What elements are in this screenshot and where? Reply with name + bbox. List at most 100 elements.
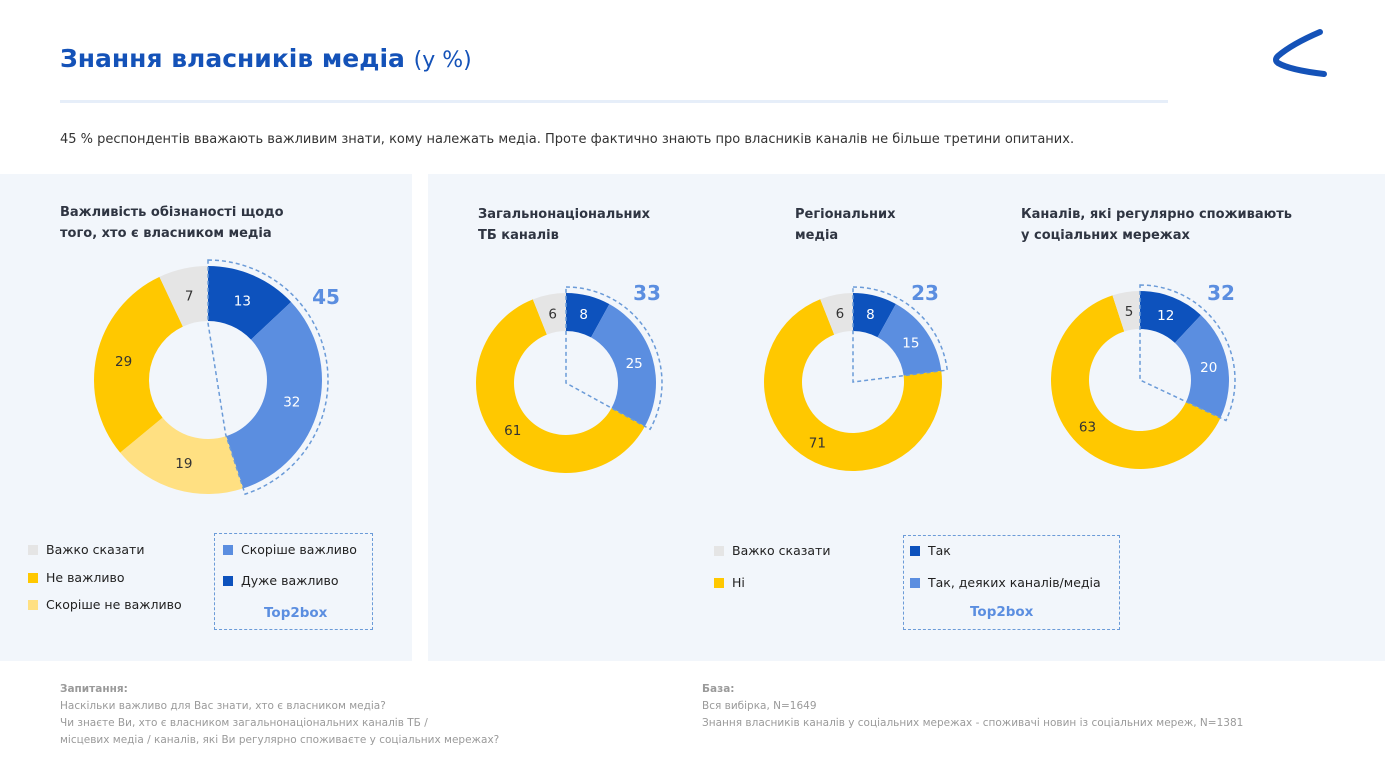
legend-swatch	[910, 545, 920, 556]
donut-slice	[877, 304, 942, 376]
chart-title-line: медіа	[795, 228, 839, 243]
legend-item: Важко сказати	[714, 543, 830, 558]
legend-swatch	[714, 545, 724, 556]
top2box-frame	[214, 533, 373, 630]
legend-swatch	[28, 572, 38, 583]
donut-slice	[1140, 291, 1201, 343]
top2box-total-label: 23	[911, 281, 939, 305]
slice-value-label: 32	[283, 395, 300, 411]
donut-slice	[159, 266, 208, 327]
page-title: Знання власників медіа (у %)	[60, 44, 472, 73]
title-divider	[60, 100, 1168, 103]
legend-item: Так, деяких каналів/медіа	[910, 575, 1101, 590]
chart-title-line: того, хто є власником медіа	[60, 226, 272, 241]
top2box-total-label: 32	[1207, 281, 1235, 305]
donut-slice	[1051, 295, 1221, 469]
legend-item: Ні	[714, 575, 745, 590]
legend-label: Важко сказати	[732, 543, 831, 558]
donut-slice	[208, 266, 292, 340]
legend-label: Так, деяких каналів/медіа	[928, 575, 1101, 590]
top2box-outline	[207, 259, 329, 496]
chart-title-line: ТБ каналів	[478, 228, 559, 243]
question-text: Наскільки важливо для Вас знати, хто є в…	[60, 698, 499, 749]
top2box-frame	[903, 535, 1120, 630]
legend-label: Важко сказати	[46, 542, 145, 557]
chart-title-line: Каналів, які регулярно споживають	[1021, 207, 1293, 222]
chart-title-regional-media: Регіональних медіа	[795, 204, 896, 246]
donut-slice	[1112, 291, 1140, 332]
legend-item: Дуже важливо	[223, 573, 339, 588]
slice-value-label: 6	[836, 306, 845, 322]
slice-value-label: 15	[902, 336, 919, 352]
question-line: Наскільки важливо для Вас знати, хто є в…	[60, 700, 386, 712]
donut-slice	[94, 276, 183, 453]
top2box-outline	[565, 286, 663, 431]
slice-value-label: 7	[185, 289, 194, 305]
importance-panel	[0, 174, 412, 661]
slice-value-label: 71	[809, 435, 826, 451]
top2box-total-label: 45	[312, 285, 340, 309]
donut-slice	[820, 293, 853, 335]
legend-label: Дуже важливо	[241, 573, 339, 588]
donut-slice	[764, 299, 942, 471]
top2box-total-label: 33	[633, 281, 661, 305]
donut-slice	[1174, 315, 1229, 418]
donut-slice	[591, 304, 657, 427]
slice-value-label: 29	[115, 354, 132, 370]
legend-label: Ні	[732, 575, 745, 590]
legend-swatch	[223, 575, 233, 586]
legend-item: Важко сказати	[28, 542, 144, 557]
base-line: Вся вибірка, N=1649	[702, 700, 817, 712]
chart-title-line: у соціальних мережах	[1021, 228, 1190, 243]
slice-value-label: 5	[1125, 304, 1134, 320]
legend-swatch	[223, 544, 233, 555]
donut-slice	[853, 293, 896, 338]
base-heading: База:	[702, 683, 735, 695]
legend-swatch	[28, 599, 38, 610]
donut-slice	[476, 299, 645, 474]
donut-slice	[566, 293, 610, 338]
page-subtitle: 45 % респондентів вважають важливим знат…	[60, 132, 1075, 147]
slice-value-label: 25	[626, 356, 643, 372]
legend-label: Так	[928, 543, 951, 558]
page-title-unit: (у %)	[413, 48, 472, 73]
legend-label: Не важливо	[46, 570, 125, 585]
base-text: Вся вибірка, N=1649 Знання власників кан…	[702, 698, 1243, 732]
slice-value-label: 12	[1157, 308, 1174, 324]
chart-title-social-media: Каналів, які регулярно споживають у соці…	[1021, 204, 1292, 246]
legend-swatch	[714, 577, 724, 588]
slice-value-label: 6	[548, 306, 557, 322]
chart-title-line: Важливість обізнаності щодо	[60, 205, 284, 220]
chart-title-national-tv: Загальнонаціональних ТБ каналів	[478, 204, 650, 246]
chart-title-line: Регіональних	[795, 207, 896, 222]
slice-value-label: 20	[1200, 360, 1217, 376]
top2box-outline	[1139, 284, 1236, 422]
donut-slice	[120, 417, 244, 494]
slice-value-label: 19	[175, 456, 192, 472]
slice-value-label: 8	[866, 307, 875, 323]
donut-slice	[532, 293, 566, 335]
donut-slice	[226, 301, 322, 489]
legend-item: Так	[910, 543, 951, 558]
page-title-text: Знання власників медіа	[60, 44, 405, 73]
slice-value-label: 63	[1079, 419, 1096, 435]
slice-value-label: 8	[579, 307, 588, 323]
legend-item: Скоріше не важливо	[28, 597, 182, 612]
slice-value-label: 13	[234, 294, 251, 310]
base-line: Знання власників каналів у соціальних ме…	[702, 717, 1244, 729]
legend-swatch	[28, 544, 38, 555]
question-line: місцевих медіа / каналів, які Ви регуляр…	[60, 734, 500, 746]
legend-swatch	[910, 577, 920, 588]
chart-title-line: Загальнонаціональних	[478, 207, 650, 222]
chart-title-importance: Важливість обізнаності щодо того, хто є …	[60, 202, 284, 244]
legend-label: Скоріше не важливо	[46, 597, 182, 612]
top2box-label: Top2box	[264, 605, 328, 621]
question-heading: Запитання:	[60, 683, 128, 695]
legend-item: Не важливо	[28, 570, 124, 585]
legend-label: Скоріше важливо	[241, 542, 357, 557]
slice-value-label: 61	[504, 423, 521, 439]
legend-item: Скоріше важливо	[223, 542, 357, 557]
brand-logo-icon	[1273, 29, 1327, 77]
question-line: Чи знаєте Ви, хто є власником загальнона…	[60, 717, 428, 729]
